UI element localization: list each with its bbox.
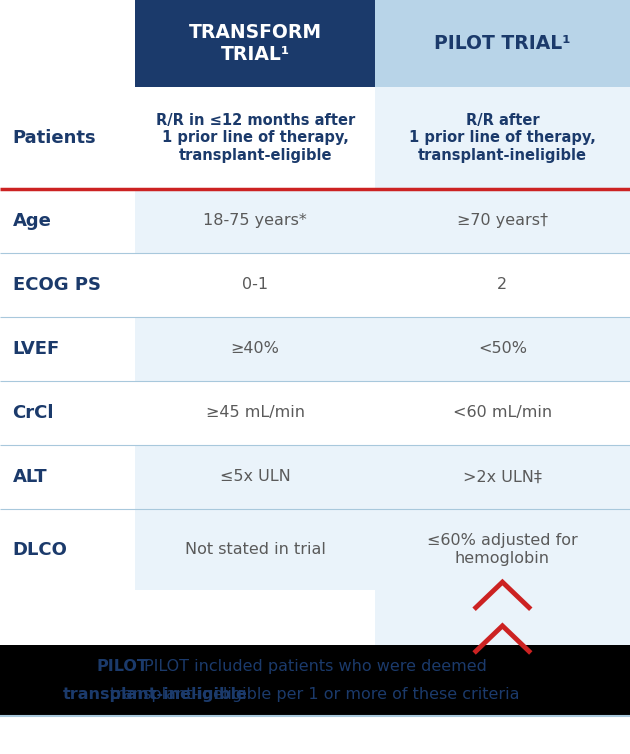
Text: ≤60% adjusted for
hemoglobin: ≤60% adjusted for hemoglobin [427, 534, 578, 566]
Bar [0, 317, 135, 381]
Bar [135, 188, 375, 253]
Bar [375, 509, 630, 590]
Text: ALT: ALT [13, 468, 47, 486]
Bar [0, 87, 135, 188]
Text: <60 mL/min: <60 mL/min [453, 406, 552, 420]
Bar [135, 253, 375, 317]
Text: Age: Age [13, 212, 52, 229]
Text: TRANSFORM
TRIAL¹: TRANSFORM TRIAL¹ [188, 23, 322, 64]
Bar [375, 317, 630, 381]
Text: R/R in ≤12 months after
1 prior line of therapy,
transplant-eligible: R/R in ≤12 months after 1 prior line of … [156, 112, 355, 163]
Text: PILOT included patients who were deemed: PILOT included patients who were deemed [144, 659, 486, 674]
Bar [375, 188, 630, 253]
Bar [135, 381, 375, 445]
Bar [375, 445, 630, 509]
Text: ≥70 years†: ≥70 years† [457, 213, 548, 228]
Bar [0, 590, 135, 645]
Text: ≤5x ULN: ≤5x ULN [220, 470, 290, 484]
Text: transplant-ineligible per 1 or more of these criteria: transplant-ineligible per 1 or more of t… [110, 687, 520, 702]
Bar [375, 253, 630, 317]
Text: 0-1: 0-1 [242, 277, 268, 292]
Text: ≥40%: ≥40% [231, 342, 280, 356]
Bar [0, 645, 630, 716]
Bar [135, 317, 375, 381]
Text: >2x ULN‡: >2x ULN‡ [463, 470, 542, 484]
Bar [375, 590, 630, 645]
Bar [135, 509, 375, 590]
Bar [0, 0, 135, 87]
Text: Patients: Patients [13, 129, 96, 146]
Bar [0, 381, 135, 445]
Bar [375, 381, 630, 445]
Text: R/R after
1 prior line of therapy,
transplant-ineligible: R/R after 1 prior line of therapy, trans… [409, 112, 596, 163]
Text: Not stated in trial: Not stated in trial [185, 542, 326, 557]
Bar [135, 445, 375, 509]
Text: 2: 2 [497, 277, 508, 292]
Bar [0, 509, 135, 590]
Text: ≥45 mL/min: ≥45 mL/min [205, 406, 305, 420]
Text: PILOT TRIAL¹: PILOT TRIAL¹ [434, 34, 571, 53]
Bar [135, 0, 375, 87]
Text: CrCl: CrCl [13, 404, 54, 421]
Text: PILOT: PILOT [96, 659, 148, 674]
Bar [0, 445, 135, 509]
Text: 18-75 years*: 18-75 years* [203, 213, 307, 228]
Text: DLCO: DLCO [13, 541, 67, 559]
Bar [375, 0, 630, 87]
Text: <50%: <50% [478, 342, 527, 356]
Bar [135, 87, 375, 188]
Text: LVEF: LVEF [13, 340, 60, 357]
Bar [135, 590, 375, 645]
Bar [375, 87, 630, 188]
Bar [0, 188, 135, 253]
Text: transplant-ineligible: transplant-ineligible [63, 687, 248, 702]
Bar [0, 253, 135, 317]
Text: ECOG PS: ECOG PS [13, 276, 101, 293]
